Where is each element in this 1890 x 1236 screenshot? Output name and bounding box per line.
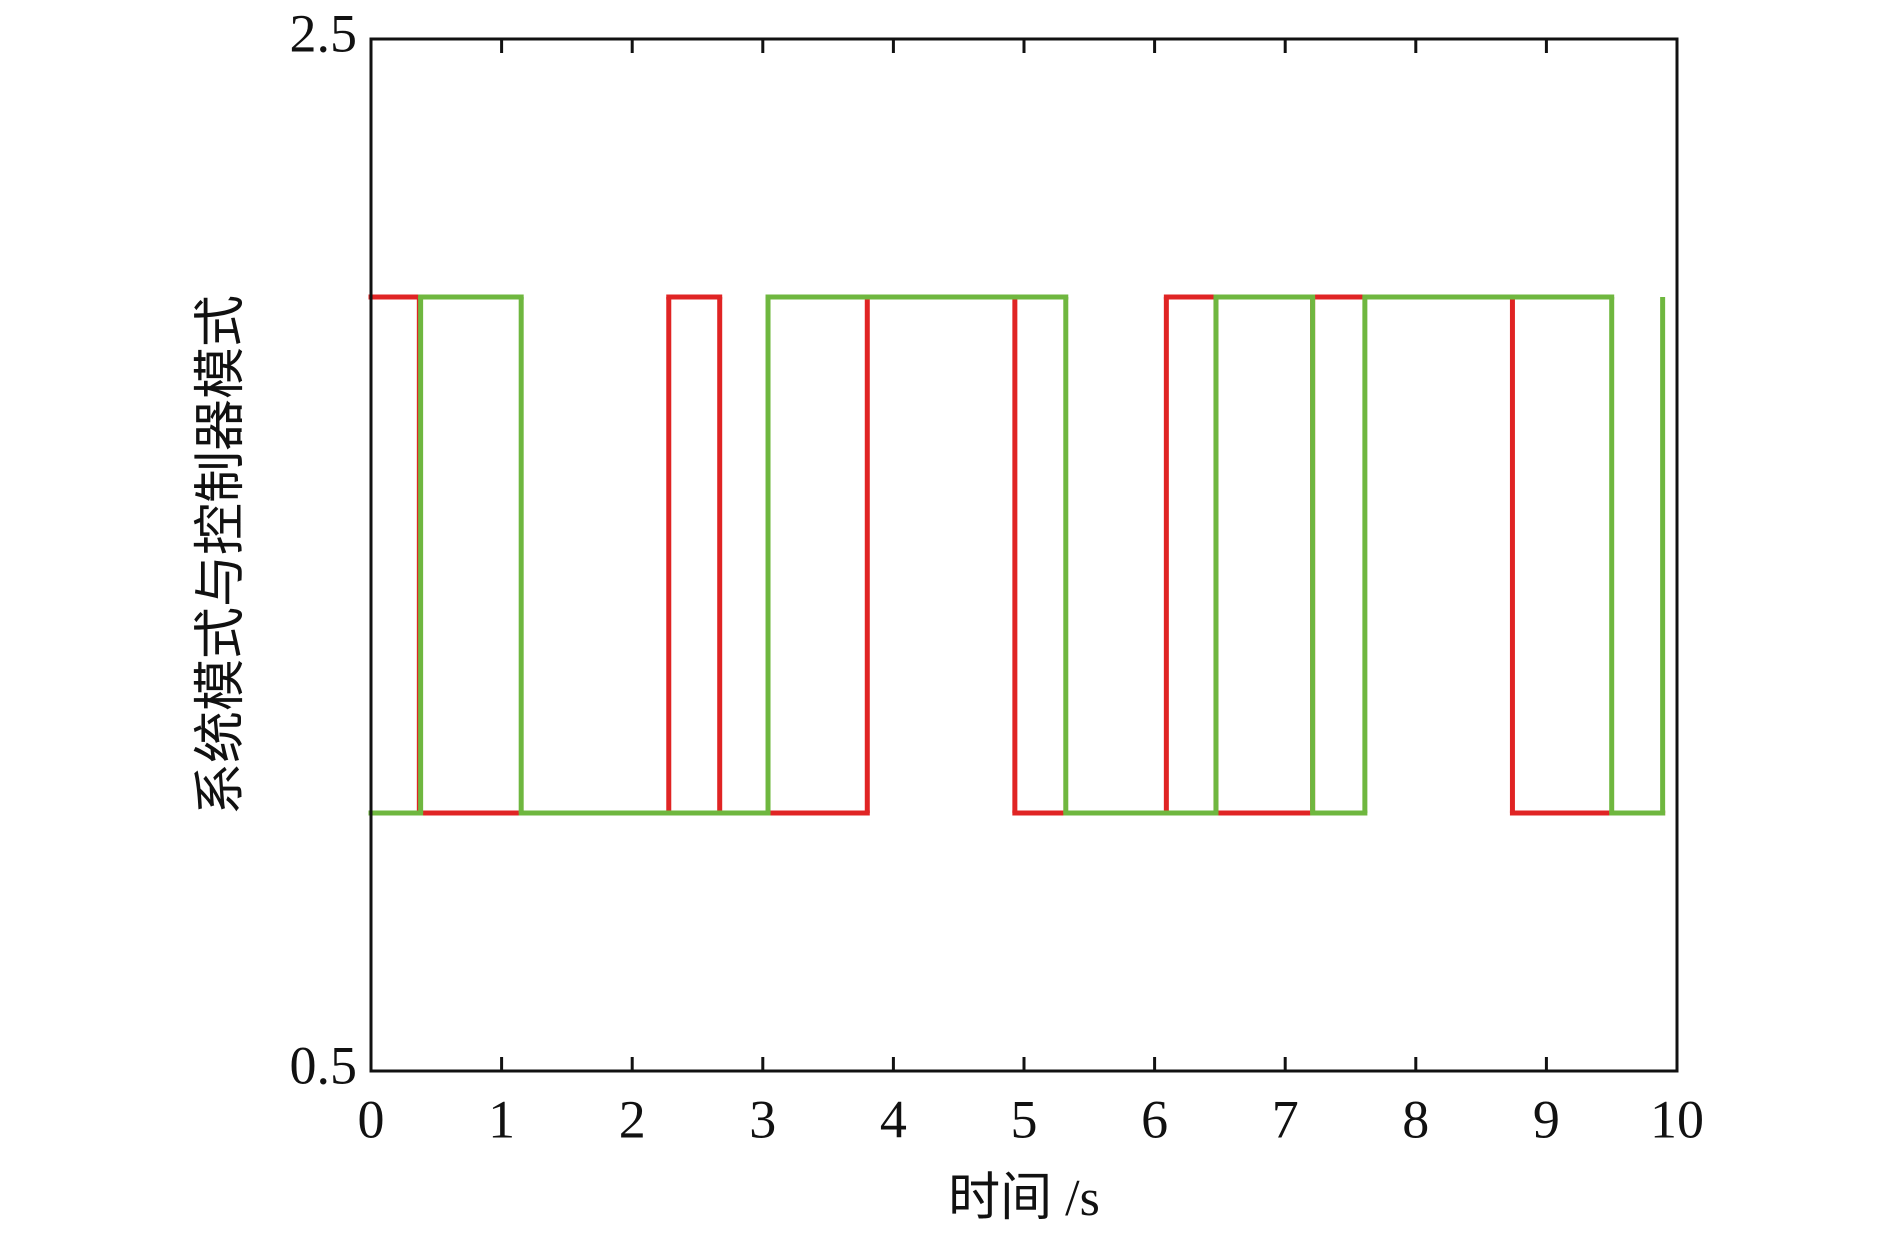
x-tick-label: 9	[1533, 1089, 1560, 1149]
x-axis-label: 时间 /s	[948, 1170, 1100, 1227]
x-tick-label: 2	[619, 1089, 646, 1149]
x-tick-label: 7	[1272, 1089, 1299, 1149]
x-tick-label: 0	[358, 1089, 385, 1149]
x-tick-label: 4	[880, 1089, 907, 1149]
y-tick-label: 0.5	[290, 1035, 358, 1095]
plot-frame	[369, 37, 1679, 1073]
y-axis-label: 系统模式与控制器模式	[193, 295, 250, 815]
x-tick-label: 3	[749, 1089, 776, 1149]
y-tick-label: 2.5	[290, 3, 358, 63]
x-tick-label: 1	[488, 1089, 515, 1149]
x-tick-label: 6	[1141, 1089, 1168, 1149]
x-tick-label: 8	[1402, 1089, 1429, 1149]
x-tick-label: 10	[1650, 1089, 1704, 1149]
x-tick-label: 5	[1011, 1089, 1038, 1149]
